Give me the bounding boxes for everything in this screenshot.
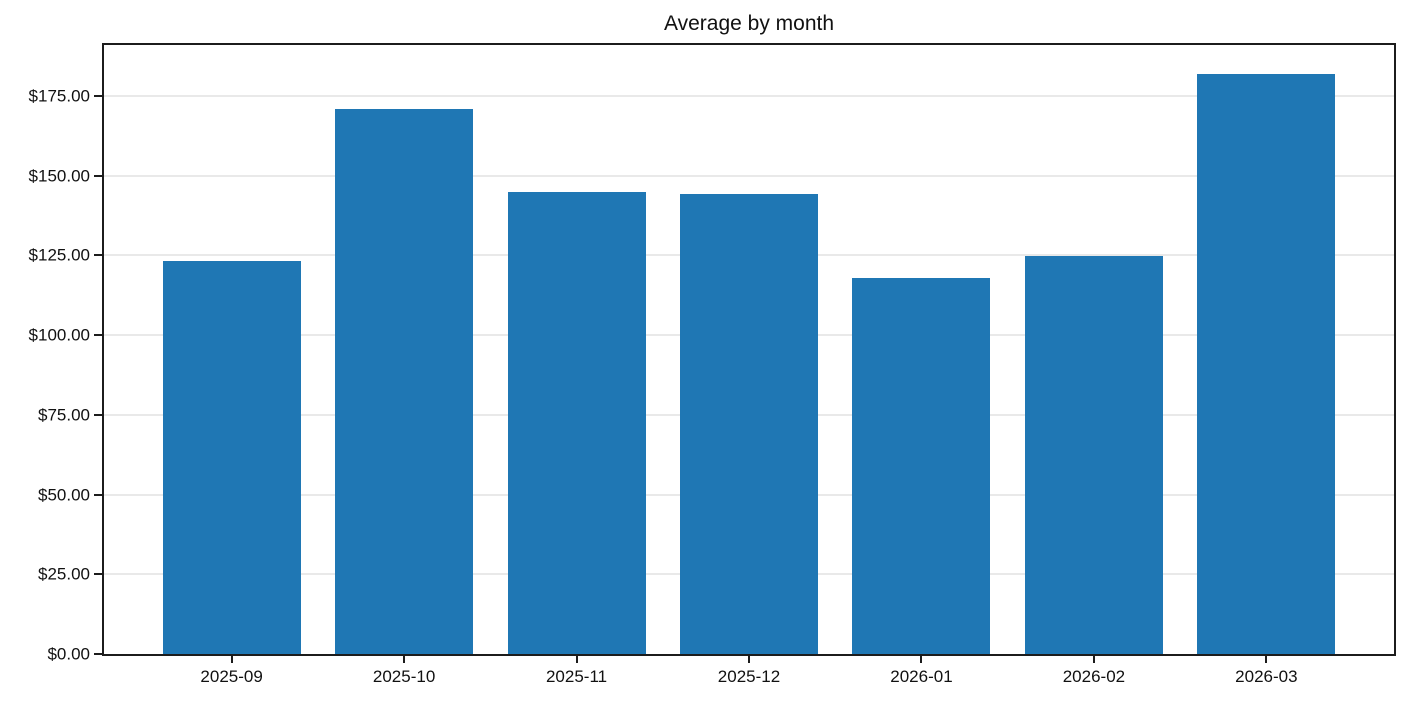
x-tick-label: 2025-09 <box>200 667 263 686</box>
y-tick-mark <box>94 573 102 576</box>
y-tick-label: $100.00 <box>28 325 90 345</box>
x-tick-label: 2025-10 <box>372 667 436 686</box>
y-tick-label: $175.00 <box>28 86 90 106</box>
y-tick-label: $125.00 <box>28 245 90 265</box>
x-tick-label: 2026-02 <box>1062 667 1126 686</box>
y-gridline <box>104 95 1394 98</box>
bar-2025-11 <box>507 192 646 654</box>
x-tick-mark <box>748 656 750 663</box>
bar-2025-10 <box>335 109 474 654</box>
y-tick-label: $50.00 <box>38 485 90 505</box>
y-tick-label: $0.00 <box>47 644 90 664</box>
y-tick-label: $150.00 <box>28 166 90 186</box>
chart-title: Average by month <box>663 12 835 35</box>
x-tick-label: 2026-03 <box>1235 667 1298 686</box>
y-tick-mark <box>94 493 102 496</box>
x-tick-mark <box>575 656 578 663</box>
y-tick-mark <box>94 334 102 337</box>
x-tick-label: 2025-11 <box>545 667 608 686</box>
y-tick-mark <box>94 174 102 177</box>
x-tick-mark <box>1265 656 1268 663</box>
plot-area <box>102 43 1396 656</box>
x-tick-mark <box>403 656 406 663</box>
x-tick-label: 2026-01 <box>890 667 953 686</box>
y-tick-mark <box>94 653 102 655</box>
bar-2025-12 <box>680 193 818 654</box>
y-tick-mark <box>94 95 102 98</box>
x-tick-mark <box>920 656 923 663</box>
y-tick-label: $75.00 <box>38 405 90 425</box>
y-tick-mark <box>94 413 102 416</box>
bar-2026-02 <box>1024 256 1163 654</box>
x-tick-mark <box>230 656 233 663</box>
y-gridline <box>104 174 1394 177</box>
x-tick-label: 2025-12 <box>717 667 781 686</box>
bar-2026-03 <box>1197 74 1336 654</box>
y-tick-mark <box>94 254 102 257</box>
y-tick-label: $25.00 <box>38 564 90 584</box>
x-tick-mark <box>1092 656 1095 663</box>
bar-2025-09 <box>162 260 301 654</box>
bar-2026-01 <box>852 278 991 654</box>
